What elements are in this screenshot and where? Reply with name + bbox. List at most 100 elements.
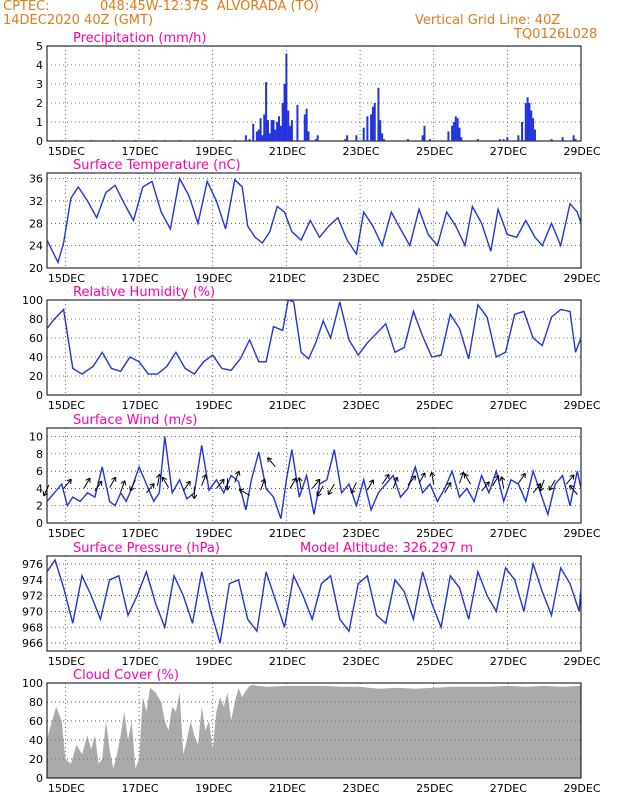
cloud-xtick-label: 23DEC <box>342 782 379 795</box>
location-label: 048:45W-12:37S ALVORADA (TO) <box>100 0 319 14</box>
precip-bar <box>307 131 310 141</box>
precip-bar <box>255 131 258 141</box>
temperature-series-line <box>46 176 582 265</box>
precip-bar <box>305 108 308 141</box>
cloud-xtick-label: 15DEC <box>48 782 85 795</box>
precip-bar <box>259 118 262 141</box>
humidity-ytick-label: 80 <box>29 313 43 326</box>
wind-ytick-label: 10 <box>29 431 43 444</box>
precip-bar <box>362 127 365 141</box>
precip-bar <box>421 135 424 141</box>
precip-bar <box>257 129 260 141</box>
precip-bar <box>366 116 369 141</box>
wind-arrow <box>407 475 417 486</box>
precip-bar <box>266 120 269 141</box>
precipitation-xtick-label: 29DEC <box>563 145 600 158</box>
precip-bar <box>263 114 266 141</box>
wind-arrow <box>238 488 250 496</box>
humidity-panel: 15DEC 17DEC 19DEC 21DEC 23DEC 25DEC 27DEC 29DEC… <box>22 285 601 412</box>
precip-bar <box>406 139 409 141</box>
wind-arrow <box>109 476 117 488</box>
header: CPTEC: 048:45W-12:37S ALVORADA (TO) 14DE… <box>0 0 618 48</box>
precip-bar <box>502 139 505 141</box>
cloud-ytick-label: 60 <box>29 715 43 728</box>
precipitation-ytick-label: 0 <box>36 135 43 148</box>
temperature-xtick-label: 27DEC <box>490 272 527 285</box>
cloud-xtick-label: 19DEC <box>195 782 232 795</box>
precip-bar <box>268 133 271 141</box>
precipitation-xtick-label: 17DEC <box>122 145 159 158</box>
humidity-xtick-label: 15DEC <box>48 399 85 412</box>
wind-arrow <box>161 476 169 488</box>
wind-arrow <box>492 475 500 487</box>
wind-arrow <box>182 480 191 492</box>
humidity-xtick-label: 19DEC <box>195 399 232 412</box>
wind-arrow <box>392 476 399 489</box>
cloud-ytick-label: 20 <box>29 753 43 766</box>
grid-note-label: Vertical Grid Line: 40Z <box>415 13 561 28</box>
cloud-xtick-label: 27DEC <box>490 782 527 795</box>
precip-bar <box>290 120 293 141</box>
precip-bar <box>272 120 275 141</box>
precip-bar <box>526 97 529 141</box>
precip-bar <box>60 140 63 141</box>
humidity-ytick-label: 100 <box>22 294 43 307</box>
wind-arrow <box>444 481 452 494</box>
precip-bar <box>193 140 196 141</box>
precip-bar <box>233 140 236 141</box>
precip-bar <box>270 120 273 141</box>
wind-series-line <box>46 436 582 519</box>
precip-bar <box>152 140 155 141</box>
precip-bar <box>244 135 247 141</box>
temperature-xtick-label: 21DEC <box>269 272 306 285</box>
precip-bar <box>498 139 501 141</box>
precip-bar <box>381 133 384 141</box>
code-label: TQ0126L028 <box>514 27 598 42</box>
wind-xtick-label: 17DEC <box>122 527 159 540</box>
humidity-xtick-label: 17DEC <box>122 399 159 412</box>
precip-bar <box>163 140 166 141</box>
wind-arrow <box>327 483 335 495</box>
pressure-series-line <box>46 558 582 644</box>
temperature-ytick-label: 32 <box>29 195 43 208</box>
precip-bar <box>316 135 319 141</box>
wind-arrow <box>191 486 198 499</box>
precip-bar <box>561 137 564 141</box>
wind-arrow <box>565 474 575 485</box>
wind-ytick-label: 0 <box>36 517 43 530</box>
humidity-title: Relative Humidity (%) <box>73 285 215 300</box>
wind-arrow <box>296 477 303 490</box>
temperature-ytick-label: 28 <box>29 217 43 230</box>
precip-bar <box>112 140 115 141</box>
precip-bar <box>458 127 461 141</box>
wind-ytick-label: 2 <box>36 500 43 513</box>
precip-bar <box>287 110 290 141</box>
precip-bar <box>377 87 380 141</box>
humidity-xtick-label: 23DEC <box>342 399 379 412</box>
precipitation-xtick-label: 23DEC <box>342 145 379 158</box>
precip-bar <box>178 140 181 141</box>
pressure-xtick-label: 25DEC <box>416 655 453 668</box>
wind-xtick-label: 15DEC <box>48 527 85 540</box>
wind-arrow <box>569 484 578 495</box>
run-label: 14DEC2020 40Z (GMT) <box>3 13 154 28</box>
wind-frame <box>46 427 582 524</box>
wind-arrow <box>311 478 321 489</box>
wind-xtick-label: 23DEC <box>342 527 379 540</box>
wind-ytick-label: 4 <box>36 482 43 495</box>
precip-bar <box>550 139 553 141</box>
cloud-ytick-label: 0 <box>36 772 43 785</box>
humidity-series-line <box>46 299 582 376</box>
precipitation-ytick-label: 3 <box>36 78 43 91</box>
precipitation-title: Precipitation (mm/h) <box>73 31 206 46</box>
cloud-ytick-label: 100 <box>22 677 43 690</box>
cloud-xtick-label: 21DEC <box>269 782 306 795</box>
pressure-annotation: Model Altitude: 326.297 m <box>300 541 473 556</box>
precipitation-ytick-label: 2 <box>36 97 43 110</box>
temperature-xtick-label: 25DEC <box>416 272 453 285</box>
precip-bar <box>281 103 284 141</box>
precip-bar <box>572 135 575 141</box>
humidity-xtick-label: 25DEC <box>416 399 453 412</box>
wind-arrow <box>316 485 324 497</box>
pressure-xtick-label: 23DEC <box>342 655 379 668</box>
